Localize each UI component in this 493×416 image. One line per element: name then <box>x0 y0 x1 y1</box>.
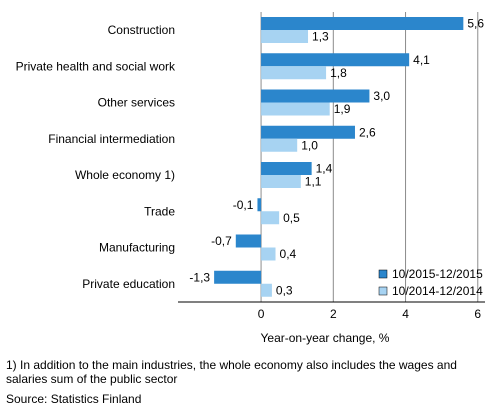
x-tick-label: 6 <box>474 307 481 321</box>
bar-series-1 <box>261 162 312 175</box>
bar-series-1 <box>214 270 262 284</box>
category-label: Other services <box>98 96 175 110</box>
category-label: Trade <box>144 204 175 218</box>
category-label: Private education <box>82 277 175 291</box>
legend-swatch-series-2 <box>378 286 388 296</box>
bar-series-1 <box>261 53 410 67</box>
data-label: 2,6 <box>359 125 376 139</box>
bar-series-1 <box>261 125 355 139</box>
category-label: Financial intermediation <box>48 132 175 146</box>
bar-series-1 <box>235 234 262 248</box>
bar-series-1 <box>261 89 370 103</box>
category-label: Construction <box>108 23 175 37</box>
legend-label-series-1: 10/2015-12/2015 <box>392 267 483 281</box>
x-axis: 0 2 4 6 <box>178 301 485 321</box>
data-label: 4,1 <box>413 53 430 67</box>
legend-label-series-2: 10/2014-12/2014 <box>392 284 483 298</box>
data-labels: 5,6 1,3 4,1 1,8 3,0 1,9 2,6 1,0 1,41,1 -0,1 0,5 -0,… <box>189 17 484 298</box>
legend: 10/2015-12/2015 10/2014-12/2014 <box>378 267 483 298</box>
x-tick-label: 2 <box>330 307 337 321</box>
data-label: 1,8 <box>330 66 347 80</box>
x-axis-label: Year-on-year change, % <box>261 331 390 345</box>
data-label: -1,3 <box>189 270 210 284</box>
data-label: 1,0 <box>301 138 318 152</box>
data-label: 5,6 <box>467 17 484 31</box>
legend-swatch-series-1 <box>378 269 388 279</box>
bar-series-2 <box>261 66 327 80</box>
bar-series-2 <box>261 283 272 297</box>
bar-series-2 <box>261 138 298 152</box>
category-label: Whole economy 1) <box>75 168 175 182</box>
category-labels: Construction Private health and social wo… <box>16 23 176 291</box>
data-label: 0,3 <box>276 283 293 297</box>
x-tick-label: 4 <box>402 307 409 321</box>
bar-chart: 5,6 1,3 4,1 1,8 3,0 1,9 2,6 1,0 1,41,1 -0,1 0,5 -0,… <box>16 12 485 345</box>
data-label: 1,9 <box>334 102 351 116</box>
data-label: 0,5 <box>283 211 300 225</box>
bars <box>214 17 464 297</box>
bar-series-2 <box>261 102 330 116</box>
bar-series-2 <box>261 30 309 43</box>
x-tick-label: 0 <box>258 307 265 321</box>
data-label: 1,3 <box>312 30 329 44</box>
bar-series-1 <box>261 17 464 30</box>
bar-series-1 <box>257 198 262 212</box>
category-label: Manufacturing <box>99 241 175 255</box>
data-label: -0,1 <box>233 198 254 212</box>
data-label: -0,7 <box>211 234 232 248</box>
data-label: 0,4 <box>280 247 297 261</box>
category-label: Private health and social work <box>16 59 176 73</box>
bar-series-2 <box>261 211 280 225</box>
data-label: 3,0 <box>373 89 390 103</box>
footnote: 1) In addition to the main industries, t… <box>6 358 457 386</box>
data-label: 1,1 <box>305 175 322 189</box>
bar-series-2 <box>261 175 301 188</box>
source-note: Source: Statistics Finland <box>6 392 142 406</box>
data-label: 1,4 <box>316 162 333 176</box>
bar-series-2 <box>261 247 276 261</box>
